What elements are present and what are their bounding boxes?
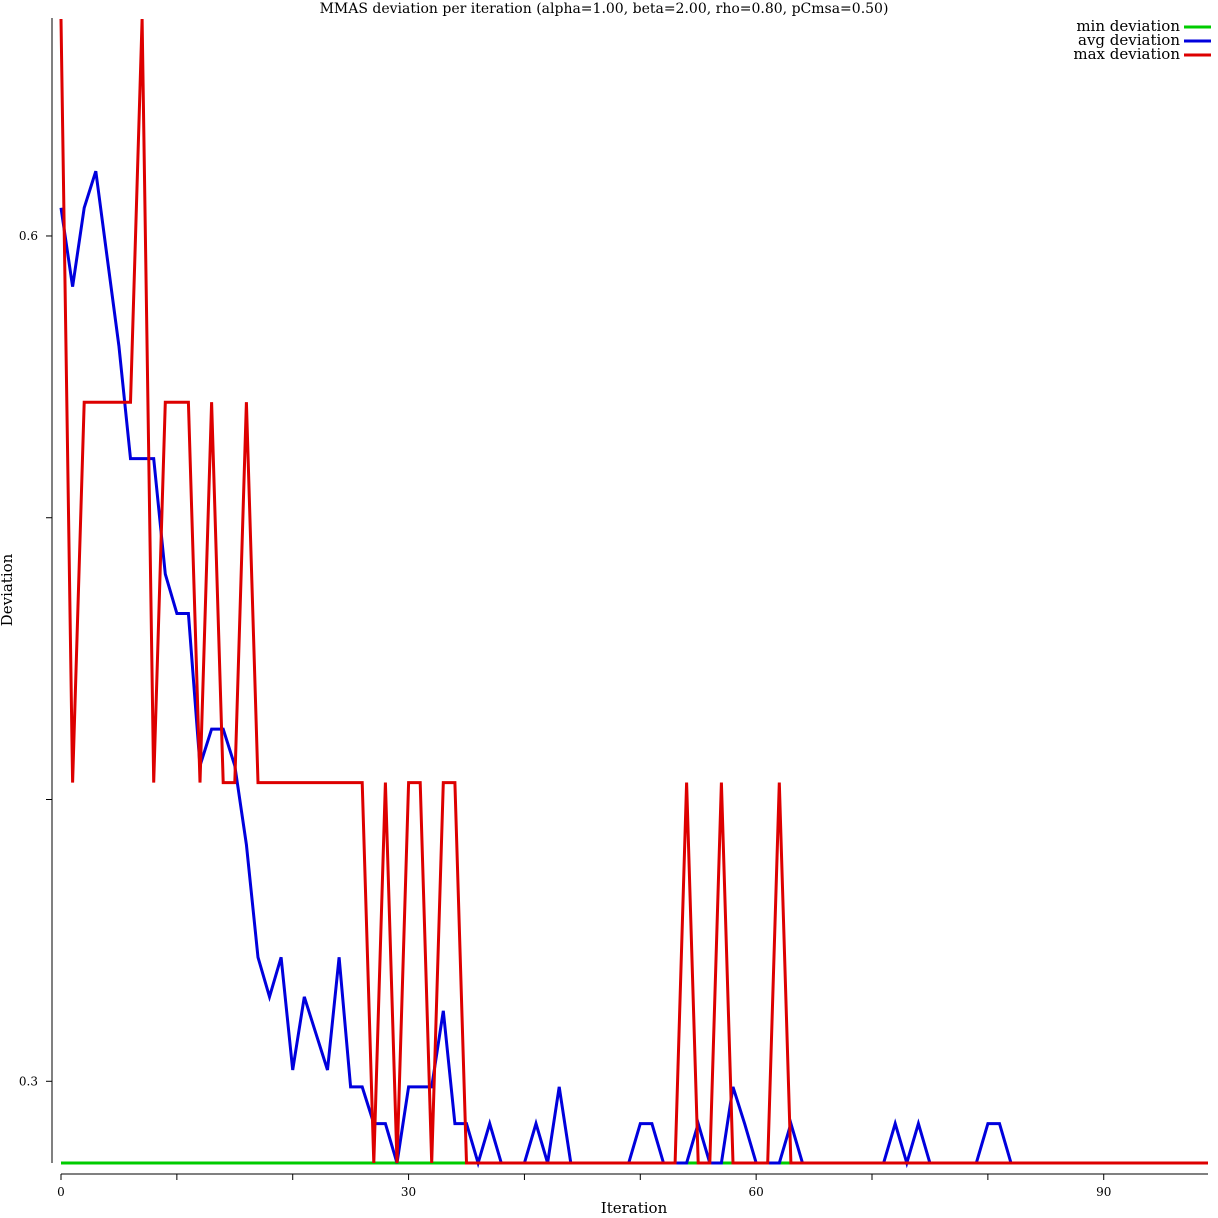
x-axis: 0 30 60 90: [57, 1173, 1208, 1199]
x-ticks: 0 30 60 90: [57, 1174, 1111, 1199]
legend-item-avg: avg deviation: [1078, 31, 1211, 49]
y-axis-label: Deviation: [0, 553, 16, 626]
chart-title: MMAS deviation per iteration (alpha=1.00…: [320, 1, 889, 17]
legend-item-min: min deviation: [1076, 17, 1211, 35]
legend-label-max: max deviation: [1073, 45, 1180, 63]
y-tick-label: 0.3: [19, 1074, 38, 1088]
max-deviation-line: [59, 18, 1208, 1165]
x-tick-label: 90: [1096, 1185, 1111, 1199]
y-ticks: 0.3 0.6: [19, 229, 52, 1088]
legend: min deviation avg deviation max deviatio…: [1073, 17, 1211, 63]
x-tick-label: 0: [57, 1185, 65, 1199]
plot-series: [59, 18, 1208, 1169]
x-axis-label: Iteration: [601, 1199, 668, 1217]
avg-deviation-line: [59, 170, 1208, 1169]
legend-label-avg: avg deviation: [1078, 31, 1180, 49]
legend-item-max: max deviation: [1073, 45, 1211, 63]
x-tick-label: 60: [749, 1185, 764, 1199]
y-tick-label: 0.6: [19, 229, 38, 243]
y-axis: 0.3 0.6: [19, 18, 53, 1163]
x-tick-label: 30: [401, 1185, 416, 1199]
legend-label-min: min deviation: [1076, 17, 1180, 35]
